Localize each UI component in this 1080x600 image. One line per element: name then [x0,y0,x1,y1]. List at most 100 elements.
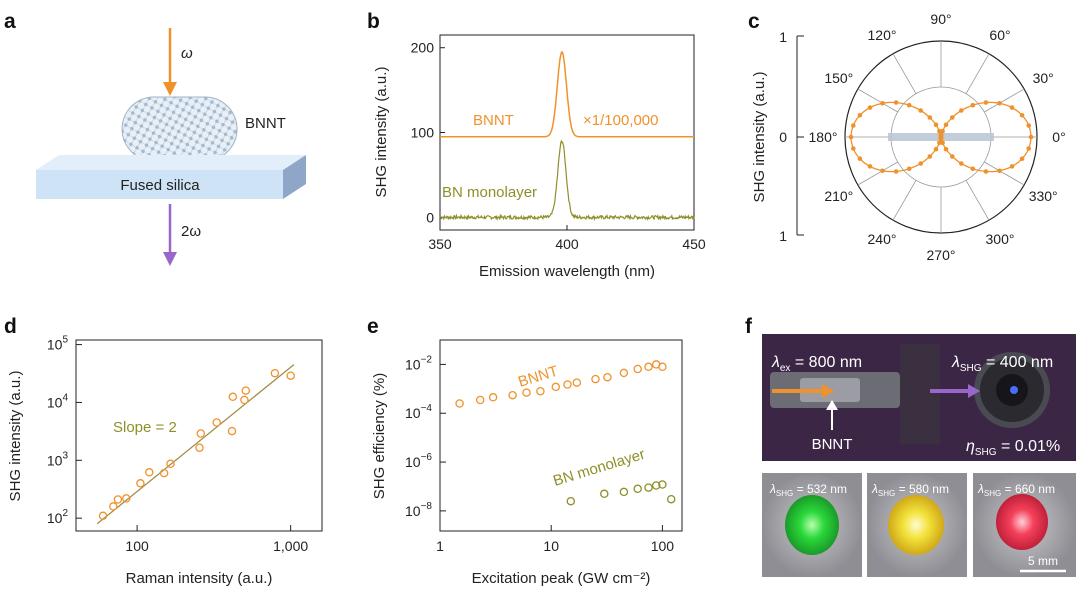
polar-data-point [970,166,976,172]
scale-tick-bottom: 1 [779,228,787,244]
polar-data-point [943,146,949,152]
data-point [658,362,667,372]
polar-data-point [927,115,933,120]
substrate-side [283,155,306,199]
lambda-ex-label: λex = 800 nm [771,354,862,374]
scale-factor-annotation: ×1/100,000 [583,112,659,129]
data-point [270,368,280,378]
y-tick-label: 105 [47,335,69,353]
bnnt-sample-label: BNNT [812,436,853,453]
x-axis-label-d: Raman intensity (a.u.) [126,570,273,587]
substrate-label: Fused silica [120,177,200,194]
data-point [227,426,237,436]
substrate-top [36,155,306,170]
polar-data-point [851,146,856,151]
angle-label: 210° [824,188,853,204]
polar-data-point [867,105,873,110]
data-point [228,392,238,402]
data-point [591,374,600,384]
panel-a: a ω BNNT Fused silica 2ω [4,10,306,266]
data-point [563,380,572,389]
omega-label: ω [181,45,193,62]
panel-label-d: d [4,315,17,338]
data-point [145,468,154,477]
polar-data-point [857,113,863,118]
spot-label-1: λSHG = 532 nm [769,482,847,498]
y-tick-label: 10−2 [405,354,432,372]
slope-annotation: Slope = 2 [113,419,177,436]
x-tick-label-b: 400 [555,236,579,252]
polar-data-point [950,115,955,120]
data-point [196,429,206,438]
y-axis-label-c: SHG intensity (a.u.) [751,72,768,203]
y-tick-label-b: 0 [426,209,434,225]
shg-spot-yellow [888,495,944,555]
x-tick-label: 1,000 [273,538,308,554]
data-point [286,371,295,380]
y-axis-label-e: SHG efficiency (%) [371,373,388,499]
polar-data-point [997,168,1002,174]
series-label-bnnt: BNNT [473,112,514,129]
angle-label: 240° [868,231,897,247]
data-point [195,443,204,452]
data-point [240,395,249,405]
plot-frame-d [75,339,323,532]
polar-spoke [965,180,990,221]
polar-data-point [927,154,933,159]
y-tick-label: 102 [47,508,69,526]
polar-spoke [892,180,917,221]
polar-data-point [970,102,976,108]
polar-data-point [933,146,939,152]
x-tick-label-b: 350 [428,236,452,252]
data-point [212,418,221,427]
panel-label-c: c [748,10,760,33]
data-point [603,372,612,382]
bnnt-label-a: BNNT [245,115,286,132]
angle-label: 30° [1033,70,1054,86]
shg-arrowhead [163,252,177,266]
polar-spoke [984,161,1025,186]
x-tick-label: 1 [436,538,444,554]
substrate-front [36,170,283,199]
polar-data-point [851,123,856,128]
data-point [522,388,531,397]
polar-data-point [1019,113,1025,118]
polar-data-point [1019,156,1025,161]
shg-spot-red [996,494,1048,550]
polar-data-point [848,134,854,140]
polar-data-point [893,169,899,174]
lambda-shg-label: λSHG = 400 nm [951,354,1053,374]
polar-data-point [893,100,899,105]
polar-data-point [943,122,949,128]
data-point [619,487,629,497]
y-tick-label: 104 [47,392,69,410]
polar-data-point [938,136,944,141]
y-tick-label: 10−8 [405,501,432,519]
y-tick-label-b: 200 [411,40,435,56]
panel-b: b 350 400 450 0 100 200 BNNT ×1/100,000 BN mo… [367,10,706,280]
data-point [136,479,145,488]
polar-data-point [867,164,873,169]
polar-spoke [965,53,990,94]
polar-data-point [918,108,923,113]
series-label-bn-monolayer: BN monolayer [442,184,537,201]
polar-data-point [983,169,989,174]
data-point [475,395,485,405]
data-point [600,489,609,499]
polar-data-point [983,100,989,105]
x-tick-label-b: 450 [682,236,706,252]
y-axis-label-b: SHG intensity (a.u.) [373,67,390,198]
panel-label-e: e [367,315,379,338]
x-tick-label: 100 [651,538,675,554]
series-label-bnnt-e: BNNT [516,363,560,391]
polar-data-point [950,154,955,159]
nanotube-illustration [121,96,238,162]
data-point [98,511,108,521]
panel-f: f λex = 800 nm λSHG = 400 nm BNNT ηSHG =… [745,315,1076,577]
polar-data-point [959,161,964,166]
plot-frame-e [439,339,683,532]
panel-label-b: b [367,10,380,33]
scale-tick-top: 1 [779,29,787,45]
angle-label: 270° [927,247,956,263]
polar-data-point [1026,146,1031,151]
